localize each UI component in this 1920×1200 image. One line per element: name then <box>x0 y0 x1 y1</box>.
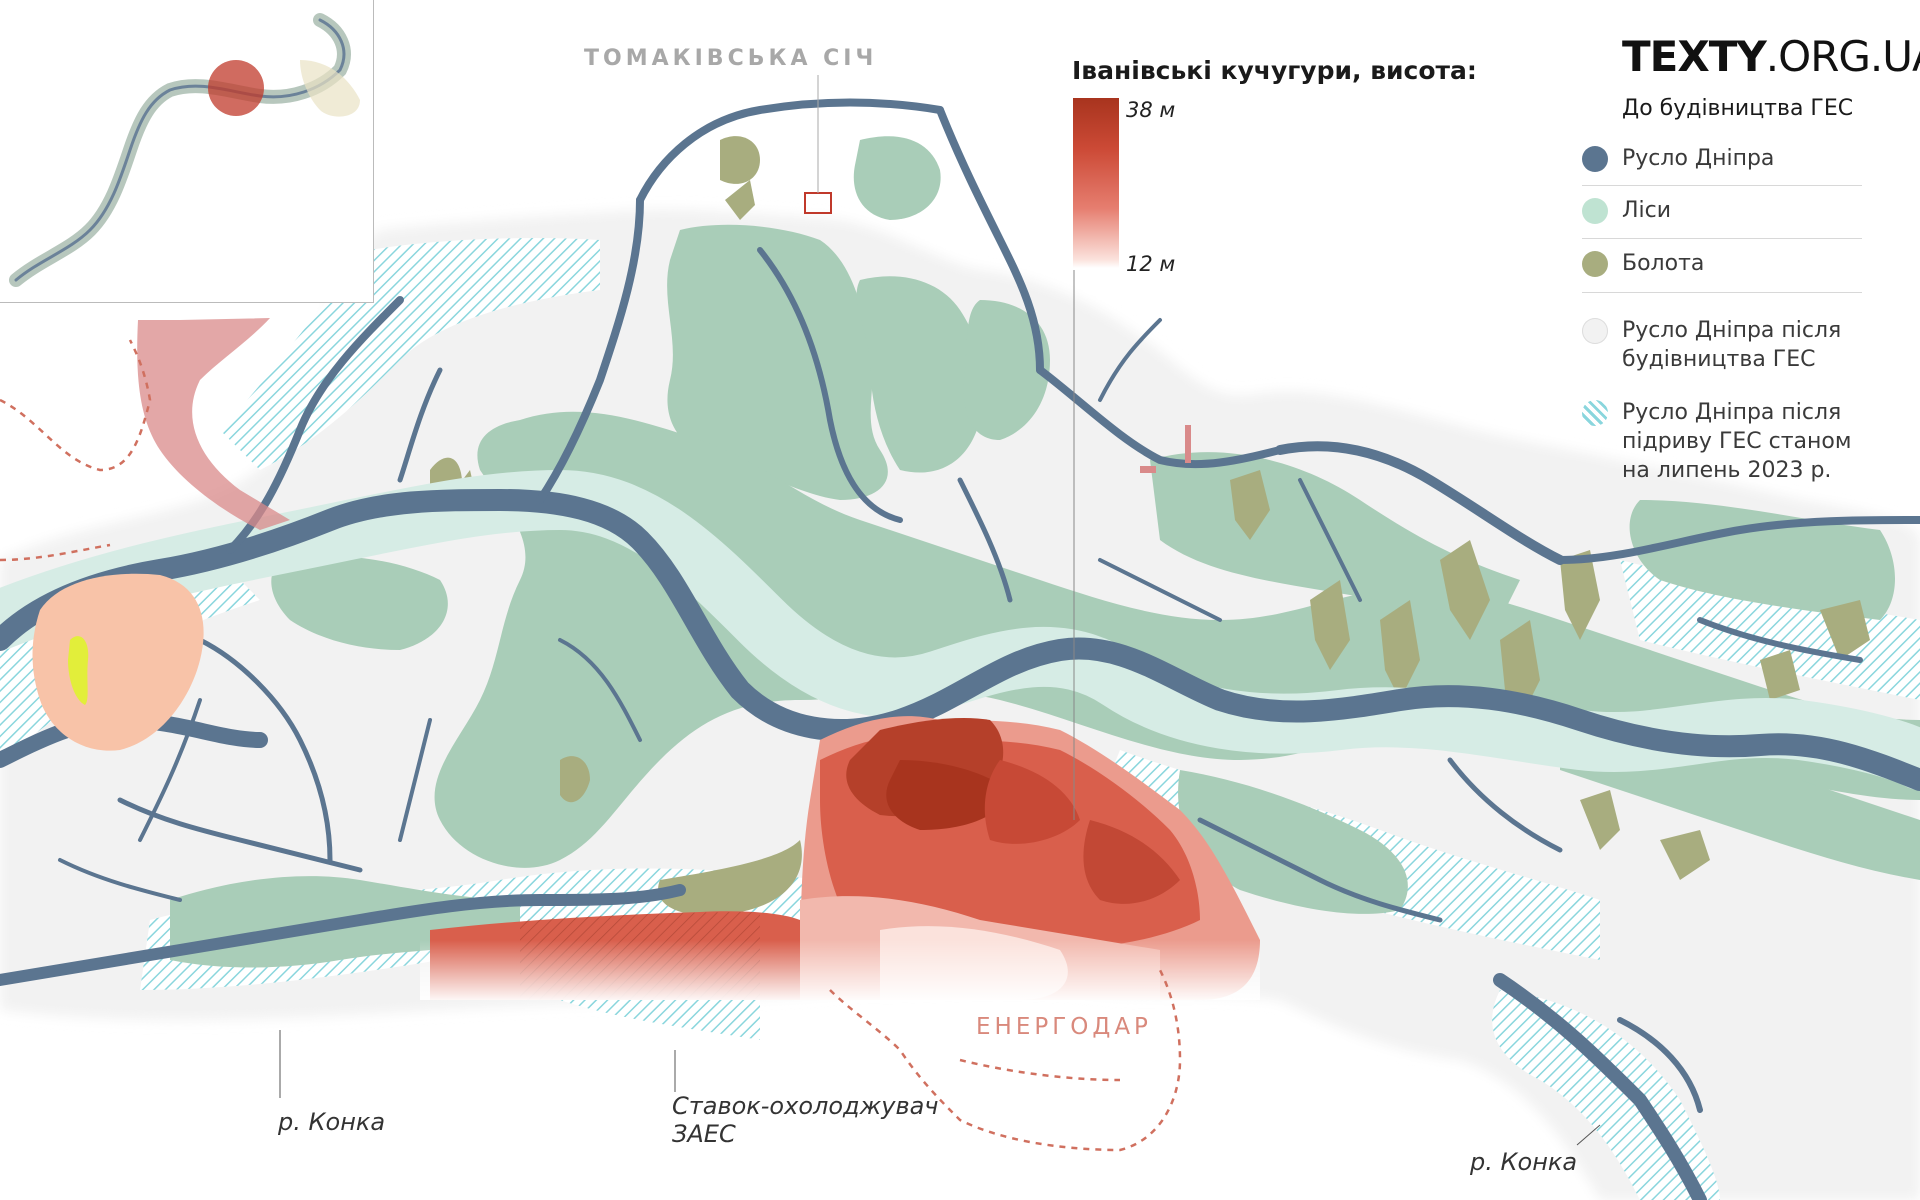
sich-label: ТОМАКІВСЬКА СІЧ <box>584 46 878 71</box>
legend-label: Русло Дніпра після будівництва ГЕС <box>1622 318 1842 372</box>
brand-logo-part1: TEXTY <box>1622 32 1767 81</box>
legend-label: Ліси <box>1622 198 1672 223</box>
elevation-max-label: 38 м <box>1126 98 1176 122</box>
main-dnipro-channel <box>0 98 1920 1200</box>
post-dam-swatch-icon <box>1582 318 1608 344</box>
inset-locator-map <box>0 0 374 303</box>
konka-river-east-label: р. Конка <box>1470 1148 1578 1176</box>
upper-left-red-zone <box>137 318 290 530</box>
western-sand-area <box>32 573 204 751</box>
legend-item-swamps: Болота <box>1582 249 1862 278</box>
kuchuhury-elevation <box>420 716 1260 1000</box>
legend-divider <box>1582 238 1862 239</box>
hatched-swatch-icon <box>1582 400 1608 426</box>
swamp-swatch-icon <box>1582 251 1608 277</box>
legend-label: Болота <box>1622 251 1705 276</box>
cooling-pond-label-line2: ЗАЕС <box>672 1120 736 1148</box>
dashed-boundaries <box>0 339 1182 1152</box>
sich-location-marker <box>804 192 832 214</box>
elevation-scale-title: Іванівські кучугури, висота: <box>1072 56 1477 85</box>
river-swatch-icon <box>1582 146 1608 172</box>
legend-label: Русло Дніпра після підриву ГЕС станом на… <box>1622 400 1852 483</box>
brand-logo-part2: .ORG.UA <box>1765 32 1920 81</box>
legend-heading: До будівництва ГЕС <box>1622 96 1854 121</box>
cooling-pond-label-line1: Ставок-охолоджувач <box>672 1092 939 1120</box>
legend-label: Русло Дніпра <box>1622 146 1775 171</box>
legend-item-post-explosion: Русло Дніпра після підриву ГЕС станом на… <box>1582 398 1862 485</box>
inset-focus-marker <box>208 60 264 116</box>
enerhodar-label: ЕНЕРГОДАР <box>976 1014 1152 1040</box>
legend-item-river: Русло Дніпра <box>1582 144 1862 173</box>
legend-item-forests: Ліси <box>1582 196 1862 225</box>
elevation-scale-gradient <box>1073 98 1119 268</box>
konka-river-west-label: р. Конка <box>278 1108 386 1136</box>
inset-map-drawing <box>9 13 360 287</box>
forest-swatch-icon <box>1582 198 1608 224</box>
cooling-pond-label: Ставок-охолоджувач ЗАЕС <box>672 1092 938 1148</box>
legend-item-post-dam: Русло Дніпра після будівництва ГЕС <box>1582 316 1862 374</box>
brand-logo: TEXTY.ORG.UA <box>1622 32 1920 81</box>
elevation-min-label: 12 м <box>1126 252 1176 276</box>
legend-divider <box>1582 292 1862 293</box>
legend-divider <box>1582 185 1862 186</box>
